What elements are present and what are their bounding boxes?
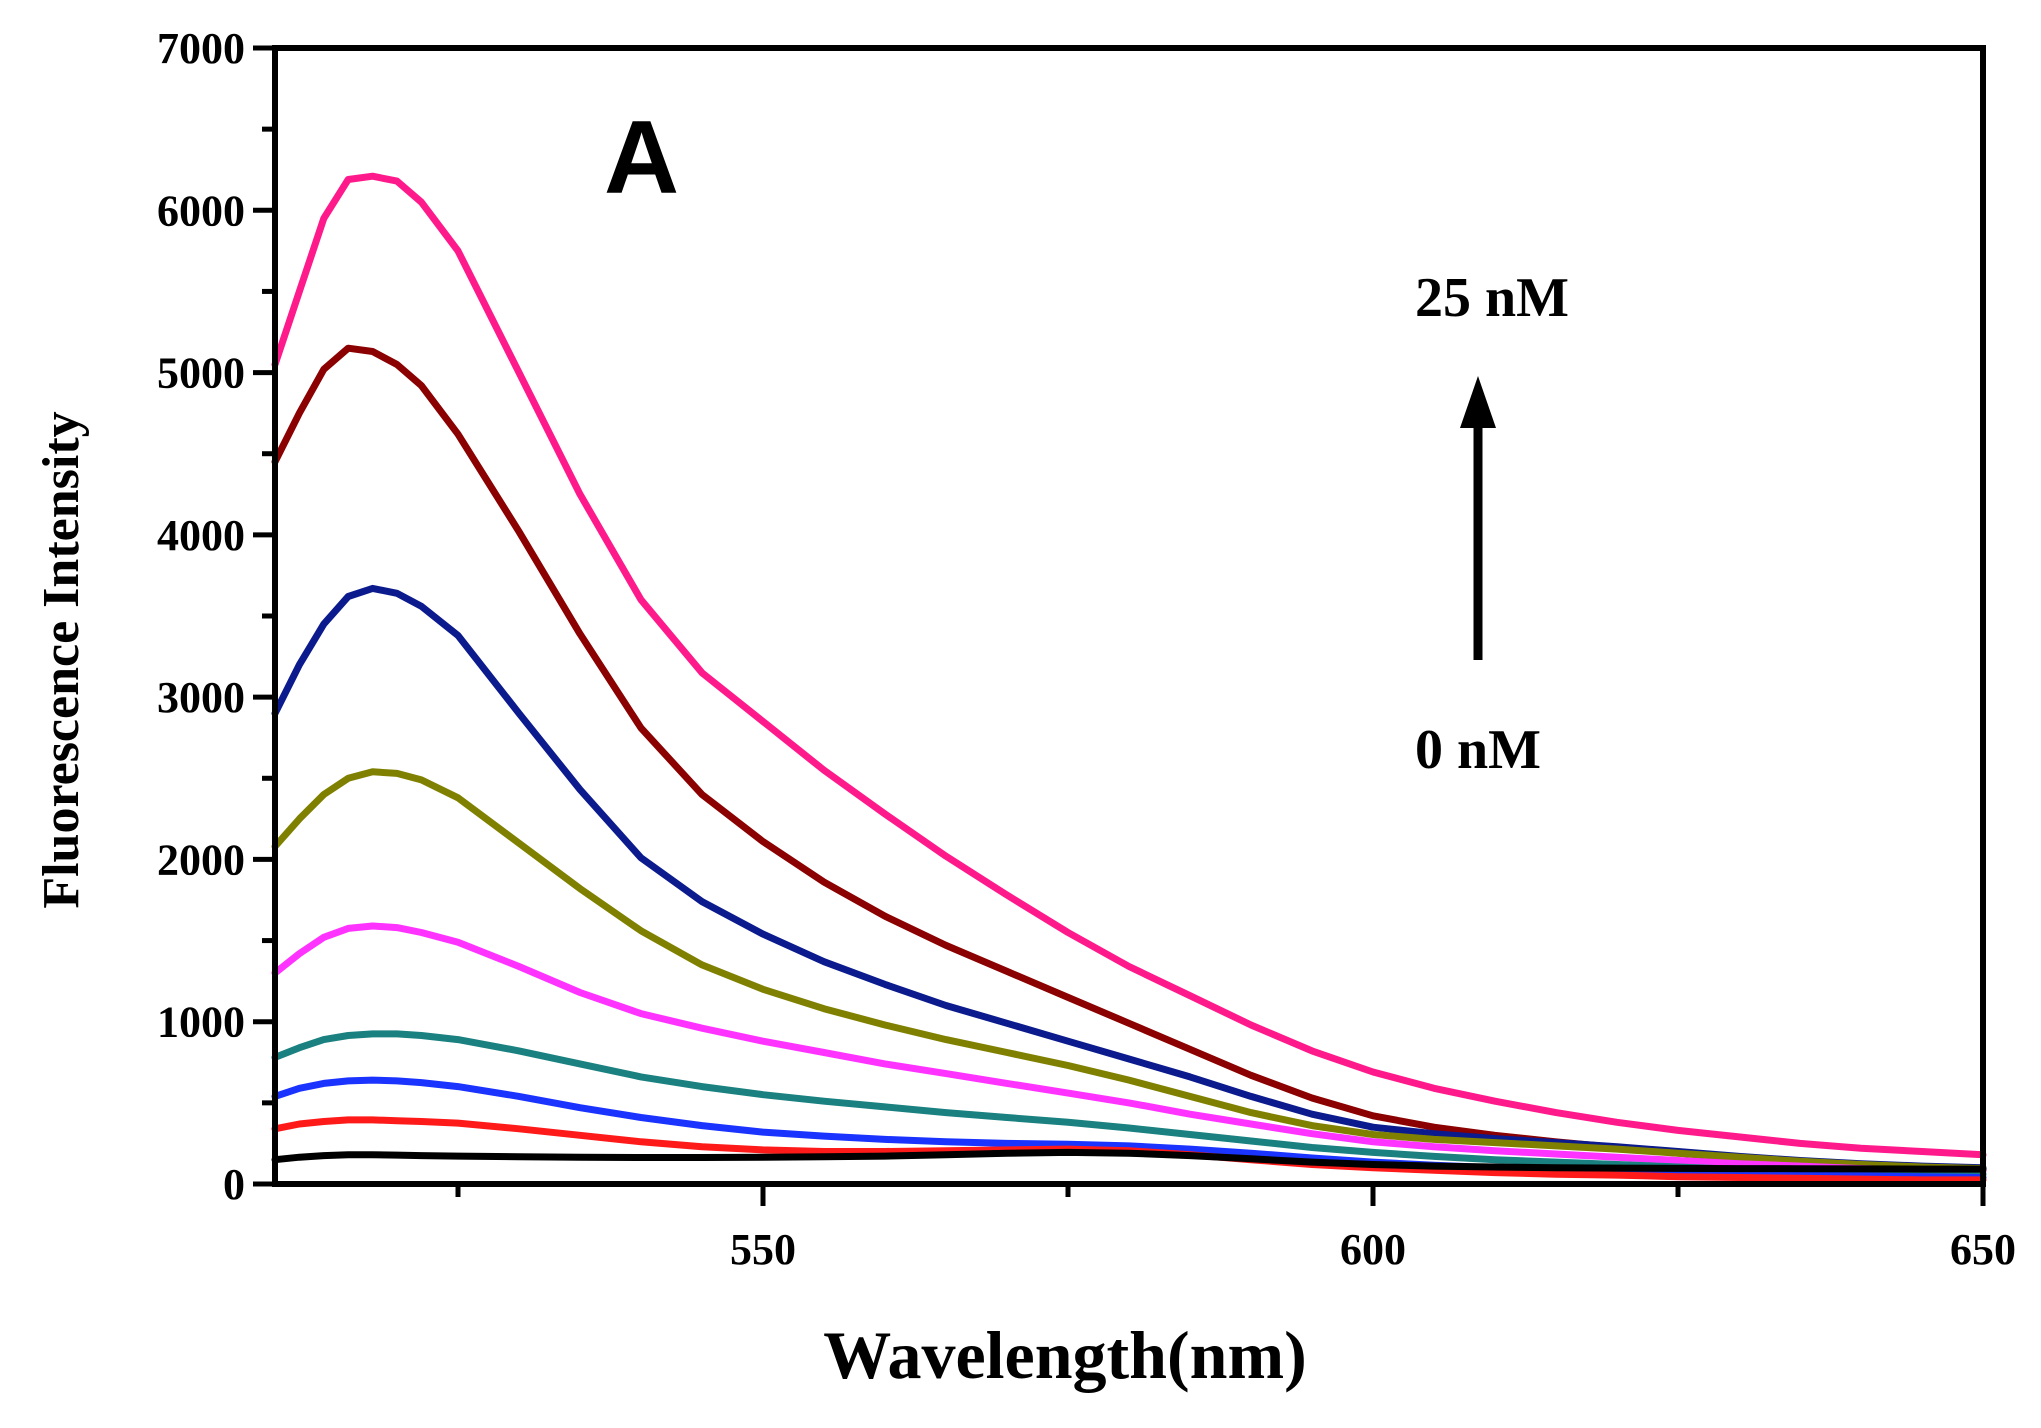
increase-arrow-icon: [1460, 376, 1496, 660]
x-axis-title: Wavelength(nm): [823, 1317, 1307, 1393]
series-line-9: [271, 1148, 1987, 1173]
y-tick-label: 2000: [157, 835, 245, 884]
y-axis-title: Fluorescence Intensity: [33, 411, 90, 908]
x-tick-label: 550: [730, 1225, 796, 1274]
series-layer: [271, 172, 1987, 1184]
y-tick-label: 5000: [157, 349, 245, 398]
concentration-label-bottom: 0 nM: [1415, 719, 1541, 781]
y-tick-label: 1000: [157, 998, 245, 1047]
concentration-label-top: 25 nM: [1415, 267, 1569, 329]
series-line-1: [271, 172, 1987, 1159]
series-line-4: [271, 768, 1987, 1173]
y-tick-label: 7000: [157, 24, 245, 73]
y-tick-labels: 0 1000 2000 3000 4000 5000 6000 7000: [157, 24, 245, 1209]
x-tick-label: 600: [1340, 1225, 1406, 1274]
series-line-5: [271, 922, 1987, 1175]
series-line-7: [271, 1076, 1987, 1181]
y-tick-label: 0: [223, 1160, 245, 1209]
ticks-layer: [253, 45, 1986, 1206]
y-tick-label: 4000: [157, 511, 245, 560]
y-tick-label: 6000: [157, 186, 245, 235]
panel-label: A: [604, 100, 679, 216]
x-tick-label: 650: [1950, 1225, 2016, 1274]
y-tick-label: 3000: [157, 673, 245, 722]
x-tick-labels: 550 600 650: [730, 1225, 2016, 1274]
